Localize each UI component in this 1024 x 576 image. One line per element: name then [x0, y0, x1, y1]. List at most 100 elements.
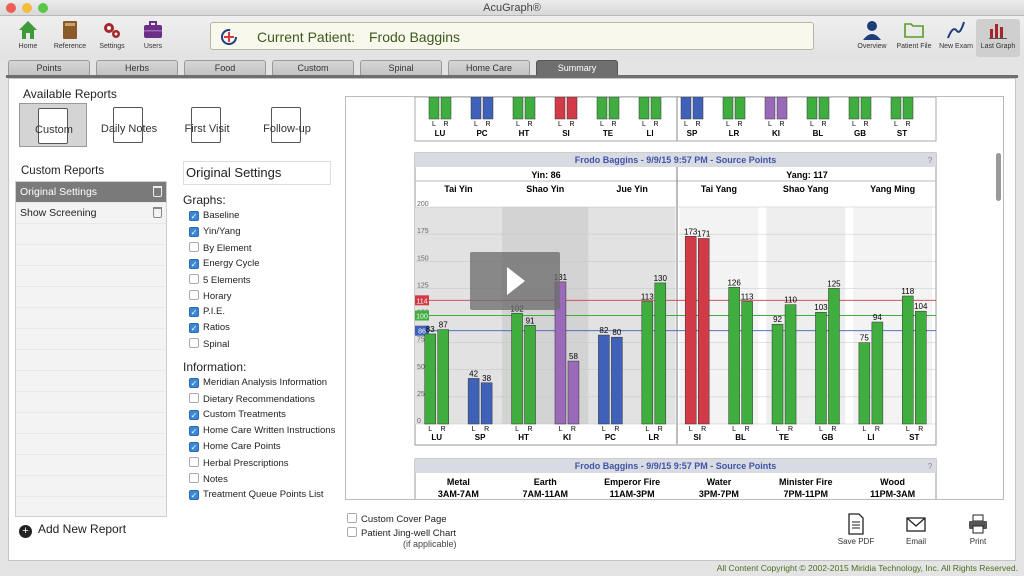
checkbox[interactable]: ✓: [189, 227, 199, 237]
overview-button[interactable]: Overview: [850, 19, 894, 50]
group-label: Tai Yang: [701, 184, 737, 194]
trash-icon[interactable]: [153, 207, 162, 218]
graph-option[interactable]: ✓ Ratios: [189, 322, 230, 335]
email-button[interactable]: Email: [894, 513, 938, 546]
checkbox[interactable]: [189, 393, 199, 403]
report-preview[interactable]: L R LU L R PC L R HT L R SI L R TE L R LI L R SP L R LR L R KI L R BL…: [345, 96, 1004, 500]
tab-custom[interactable]: Custom: [272, 60, 354, 76]
tab-summary[interactable]: Summary: [536, 60, 618, 76]
report-type-custom[interactable]: Custom: [19, 103, 87, 147]
bar-ki-l: [554, 281, 567, 425]
checkbox[interactable]: [189, 457, 199, 467]
graph-option[interactable]: By Element: [189, 242, 252, 255]
list-item[interactable]: Show Screening: [16, 203, 166, 223]
previous-chart-lr-label: R: [905, 121, 910, 128]
checkbox[interactable]: [189, 473, 199, 483]
close-window-button[interactable]: [6, 3, 16, 13]
trash-icon[interactable]: [153, 186, 162, 197]
graph-option[interactable]: ✓ Energy Cycle: [189, 258, 260, 271]
save-pdf-button[interactable]: Save PDF: [834, 513, 878, 546]
checkbox[interactable]: [347, 527, 357, 537]
info-option[interactable]: ✓ Home Care Written Instructions: [189, 425, 335, 438]
option-label: By Element: [203, 243, 252, 254]
new-exam-button[interactable]: New Exam: [934, 19, 978, 50]
graph-option[interactable]: ✓ Baseline: [189, 210, 239, 223]
minimize-window-button[interactable]: [22, 3, 32, 13]
report-settings-title[interactable]: Original Settings: [183, 161, 331, 185]
tab-food[interactable]: Food: [184, 60, 266, 76]
report-type-daily-notes[interactable]: Daily Notes: [95, 103, 163, 147]
previous-chart-lr-label: L: [600, 121, 604, 128]
patient-file-button[interactable]: Patient File: [892, 19, 936, 50]
list-item[interactable]: Original Settings: [16, 182, 166, 202]
jingwell-chart-option[interactable]: Patient Jing-well Chart: [347, 527, 457, 539]
reference-button[interactable]: Reference: [48, 19, 92, 50]
previous-chart-bar: [692, 97, 704, 120]
info-option[interactable]: ✓ Custom Treatments: [189, 409, 286, 422]
checkbox[interactable]: ✓: [189, 378, 199, 388]
report-scrollbar[interactable]: [996, 153, 1001, 201]
window-title: AcuGraph®: [483, 2, 541, 14]
y-tick-label: 150: [417, 255, 429, 262]
save-pdf-label: Save PDF: [837, 537, 875, 546]
report-type-follow-up[interactable]: Follow-up: [253, 103, 321, 147]
info-option[interactable]: ✓ Home Care Points: [189, 441, 281, 454]
graph-option[interactable]: 5 Elements: [189, 274, 251, 287]
current-patient-name[interactable]: Frodo Baggins: [369, 29, 461, 45]
home-button[interactable]: Home: [6, 19, 50, 50]
graph-option[interactable]: ✓ Yin/Yang: [189, 226, 241, 239]
envelope-icon: [906, 517, 926, 532]
lr-label: L: [559, 426, 563, 433]
checkbox[interactable]: ✓: [189, 259, 199, 269]
zoom-window-button[interactable]: [38, 3, 48, 13]
checkbox[interactable]: [189, 338, 199, 348]
checkbox[interactable]: ✓: [189, 211, 199, 221]
add-new-report-button[interactable]: + Add New Report: [19, 522, 126, 538]
patient-refresh-icon[interactable]: [219, 27, 239, 47]
info-option[interactable]: ✓ Treatment Queue Points List: [189, 489, 324, 502]
previous-chart-bar: [764, 97, 776, 120]
previous-chart-lr-label: R: [527, 121, 532, 128]
graph-option[interactable]: Spinal: [189, 338, 229, 351]
tab-herbs[interactable]: Herbs: [96, 60, 178, 76]
option-label: Meridian Analysis Information: [203, 377, 328, 388]
last-graph-button[interactable]: Last Graph: [976, 19, 1020, 57]
checkbox[interactable]: ✓: [189, 410, 199, 420]
custom-report-name: Original Settings: [20, 186, 98, 198]
previous-chart-bar: [428, 97, 440, 120]
settings-button[interactable]: Settings: [90, 19, 134, 50]
element-time: 11PM-3AM: [870, 489, 915, 499]
previous-chart-lr-label: L: [726, 121, 730, 128]
folder-icon: [904, 23, 924, 38]
checkbox[interactable]: ✓: [189, 307, 199, 317]
checkbox[interactable]: [189, 274, 199, 284]
checkbox[interactable]: [347, 513, 357, 523]
report-type-first-visit[interactable]: First Visit: [173, 103, 241, 147]
previous-chart-meridian-label: GB: [854, 129, 866, 138]
info-option[interactable]: Herbal Prescriptions: [189, 457, 289, 470]
previous-chart-bar: [440, 97, 452, 120]
info-option[interactable]: ✓ Meridian Analysis Information: [189, 377, 327, 390]
checkbox[interactable]: ✓: [189, 442, 199, 452]
option-label: P.I.E.: [203, 306, 226, 317]
checkbox[interactable]: ✓: [189, 426, 199, 436]
checkbox[interactable]: [189, 242, 199, 252]
tab-spinal[interactable]: Spinal: [360, 60, 442, 76]
checkbox[interactable]: ✓: [189, 490, 199, 500]
bar-value-label: 131: [554, 273, 568, 282]
tab-home-care[interactable]: Home Care: [448, 60, 530, 76]
bar-value-label: 125: [827, 279, 841, 288]
tab-points[interactable]: Points: [8, 60, 90, 76]
info-option[interactable]: Notes: [189, 473, 228, 486]
checkbox[interactable]: ✓: [189, 323, 199, 333]
graph-option[interactable]: Horary: [189, 290, 232, 303]
custom-cover-page-option[interactable]: Custom Cover Page: [347, 513, 457, 525]
bar-gb-l: [815, 311, 827, 425]
bar-value-label: 80: [612, 328, 621, 337]
checkbox[interactable]: [189, 290, 199, 300]
print-button[interactable]: Print: [956, 513, 1000, 546]
users-button[interactable]: Users: [131, 19, 175, 50]
previous-chart-lr-label: L: [432, 121, 436, 128]
info-option[interactable]: Dietary Recommendations: [189, 393, 315, 406]
graph-option[interactable]: ✓ P.I.E.: [189, 306, 225, 319]
